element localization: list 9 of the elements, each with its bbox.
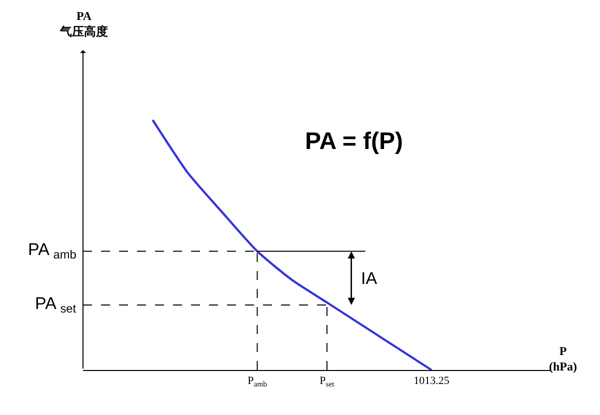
annotation: IA	[361, 269, 378, 288]
ref-line-label: PA $_{set}$	[35, 294, 77, 316]
x-tick-label: P$_{set}$	[320, 375, 336, 389]
x-axis-title: P (hPa)	[549, 344, 577, 374]
ref-line-label: PA $_{amb}$	[28, 240, 77, 262]
x-tick-label: P$_{amb}$	[248, 375, 268, 389]
x-tick-label: 1013.25	[414, 375, 450, 388]
chart-title: PA = f(P)	[305, 128, 404, 155]
text: PA 气压高度	[59, 9, 108, 39]
